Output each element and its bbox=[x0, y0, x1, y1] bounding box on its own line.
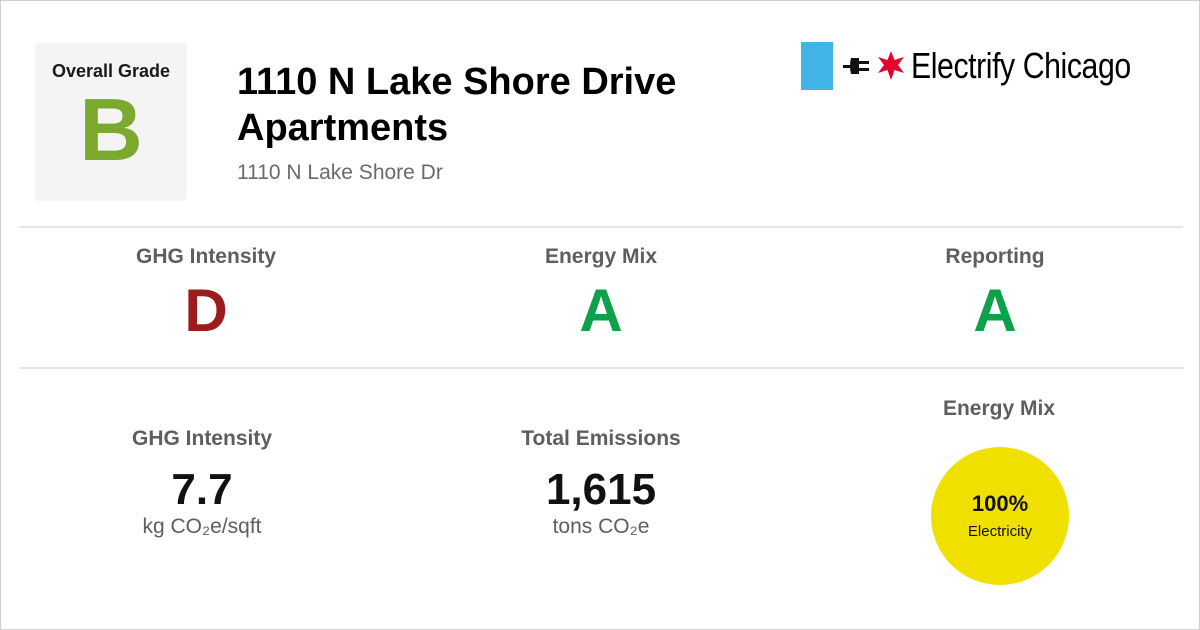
energy-mix-circle: 100% Electricity bbox=[931, 447, 1069, 585]
grade-energy-mix: Energy Mix A bbox=[421, 245, 781, 343]
divider bbox=[19, 226, 1183, 228]
stat-value: 1,615 bbox=[545, 465, 657, 514]
overall-grade-letter: B bbox=[79, 80, 143, 179]
stat-unit: kg CO₂e/sqft bbox=[142, 515, 262, 538]
energy-mix-percent: 100% bbox=[971, 491, 1029, 516]
electrify-chicago-logo: Electrify Chicago bbox=[801, 41, 1173, 91]
grade-ghg-intensity: GHG Intensity D bbox=[26, 245, 386, 343]
plug-icon bbox=[843, 58, 870, 74]
grade-letter: D bbox=[184, 277, 228, 344]
grade-label: GHG Intensity bbox=[135, 245, 277, 268]
grade-letter: A bbox=[579, 277, 623, 344]
stat-label: Energy Mix bbox=[942, 397, 1056, 420]
logo-text: Electrify Chicago bbox=[911, 45, 1132, 86]
grade-label: Energy Mix bbox=[544, 245, 658, 268]
energy-mix-source: Electricity bbox=[967, 523, 1033, 540]
overall-grade-label: Overall Grade bbox=[51, 61, 171, 81]
stat-label: GHG Intensity bbox=[131, 427, 273, 450]
flag-stripe-icon bbox=[801, 42, 834, 90]
stat-ghg-intensity: GHG Intensity 7.7 kg CO₂e/sqft bbox=[22, 427, 382, 539]
grade-reporting: Reporting A bbox=[815, 245, 1175, 343]
stat-label: Total Emissions bbox=[521, 427, 681, 450]
stat-value: 7.7 bbox=[171, 465, 233, 514]
divider bbox=[19, 367, 1183, 369]
star-icon bbox=[878, 51, 905, 80]
building-address: 1110 N Lake Shore Dr bbox=[237, 161, 443, 184]
stat-energy-mix: Energy Mix bbox=[819, 397, 1179, 421]
stat-total-emissions: Total Emissions 1,615 tons CO₂e bbox=[421, 427, 781, 539]
stat-unit: tons CO₂e bbox=[552, 515, 650, 538]
building-name: 1110 N Lake Shore Drive Apartments bbox=[237, 61, 677, 149]
grade-letter: A bbox=[973, 277, 1017, 344]
grade-label: Reporting bbox=[945, 245, 1045, 268]
overall-grade-box: Overall Grade B bbox=[35, 43, 187, 201]
